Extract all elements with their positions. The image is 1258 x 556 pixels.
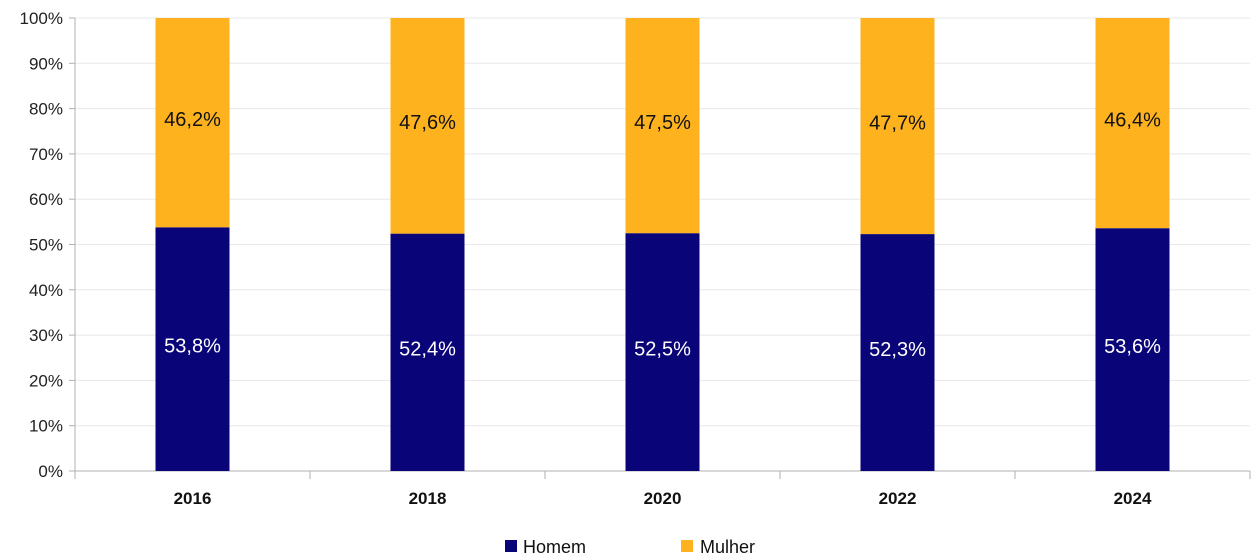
y-tick-label: 0%: [38, 462, 63, 481]
x-tick-label: 2020: [644, 489, 682, 508]
y-tick-label: 100%: [20, 9, 63, 28]
legend: Homem Mulher: [505, 537, 755, 556]
bar-homem: [155, 227, 230, 471]
y-tick-label: 80%: [29, 100, 63, 119]
bar-mulher: [625, 18, 700, 234]
data-label: 47,5%: [634, 112, 691, 134]
y-tick-label: 60%: [29, 190, 63, 209]
x-tick-label: 2022: [879, 489, 917, 508]
y-axis: 0% 10% 20% 30% 40% 50% 60% 70% 80% 90% 100%: [20, 9, 76, 481]
bar-mulher: [860, 18, 935, 235]
y-tick-label: 40%: [29, 281, 63, 300]
y-tick-label: 10%: [29, 417, 63, 436]
y-tick-label: 70%: [29, 145, 63, 164]
x-tick-label: 2018: [409, 489, 447, 508]
data-label: 46,4%: [1104, 109, 1161, 131]
data-label: 52,3%: [869, 339, 926, 361]
data-label: 47,6%: [399, 112, 456, 134]
data-labels: 53,8% 46,2% 52,4% 47,6% 52,5% 47,5% 52,3% 47,7%…: [164, 109, 1161, 361]
data-label: 52,5%: [634, 338, 691, 360]
x-tick-label: 2016: [174, 489, 212, 508]
data-label: 46,2%: [164, 109, 221, 131]
legend-swatch-homem: [505, 540, 517, 552]
data-label: 47,7%: [869, 112, 926, 134]
bar-homem: [625, 233, 700, 471]
bar-homem: [860, 234, 935, 471]
x-tick-label: 2024: [1114, 489, 1152, 508]
bars: [155, 18, 1170, 471]
legend-label-homem: Homem: [523, 537, 586, 556]
data-label: 53,6%: [1104, 336, 1161, 358]
x-axis: 2016 2018 2020 2022 2024: [74, 470, 1251, 508]
legend-label-mulher: Mulher: [700, 537, 755, 556]
bar-mulher: [1095, 18, 1170, 229]
bar-homem: [390, 233, 465, 471]
bar-mulher: [390, 18, 465, 234]
y-tick-label: 90%: [29, 54, 63, 73]
y-tick-label: 50%: [29, 236, 63, 255]
bar-mulher: [155, 18, 230, 228]
y-tick-label: 20%: [29, 371, 63, 390]
data-label: 53,8%: [164, 335, 221, 357]
data-label: 52,4%: [399, 339, 456, 361]
y-tick-label: 30%: [29, 326, 63, 345]
legend-swatch-mulher: [681, 540, 693, 552]
bar-homem: [1095, 228, 1170, 471]
